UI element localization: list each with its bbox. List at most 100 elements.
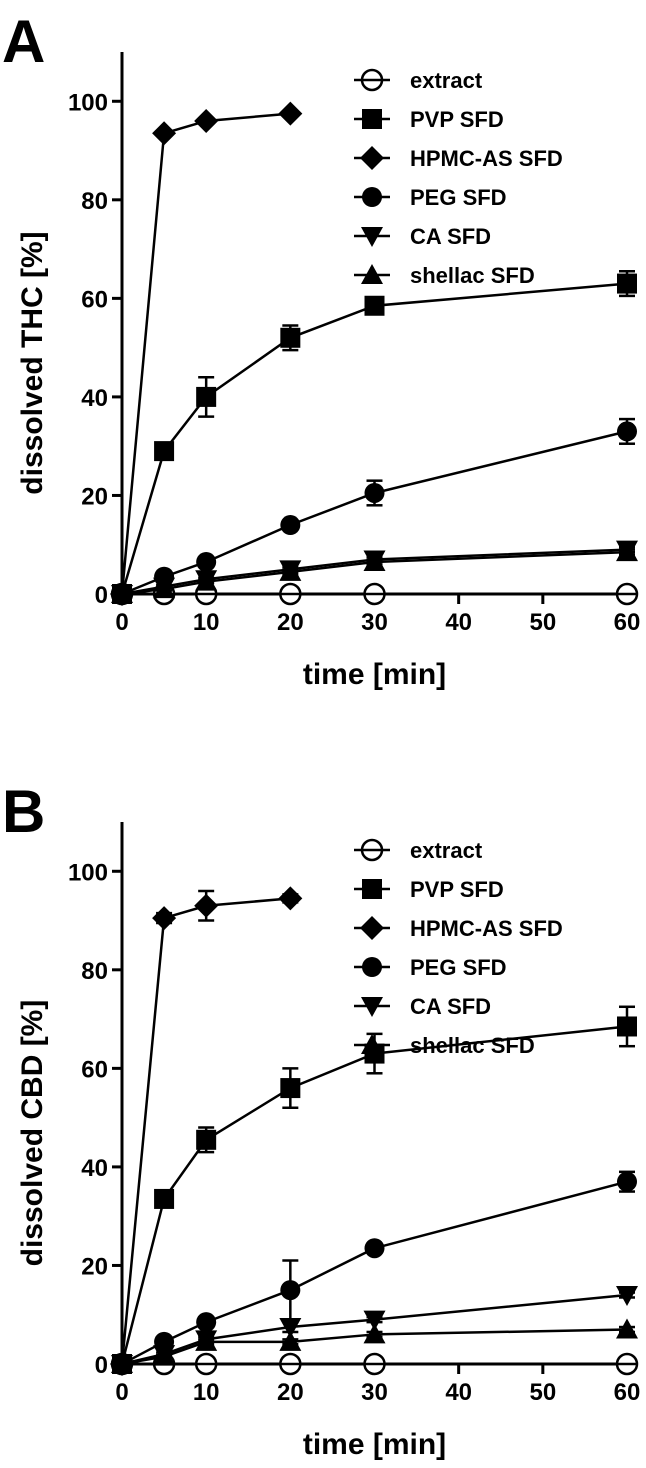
legend-marker — [361, 264, 383, 284]
legend-label: shellac SFD — [410, 1033, 535, 1058]
data-point — [152, 121, 177, 146]
legend-marker — [361, 227, 383, 247]
legend-item: extract — [354, 68, 483, 93]
y-tick-label: 100 — [68, 89, 108, 116]
data-point — [196, 551, 217, 572]
x-tick-label: 50 — [529, 1379, 556, 1406]
legend-item: PEG SFD — [354, 955, 507, 980]
data-point — [364, 295, 385, 316]
axes: 0 20 40 60 80 100 0 10 20 30 40 50 60 — [68, 52, 640, 636]
data-point — [616, 541, 638, 562]
data-point — [194, 108, 219, 133]
data-point — [616, 1286, 638, 1307]
data-point — [195, 1330, 218, 1351]
data-point — [195, 570, 218, 591]
panel-letter: A — [2, 8, 45, 75]
legend-item: extract — [354, 838, 483, 863]
data-point — [617, 273, 637, 294]
data-point — [279, 1318, 302, 1339]
y-tick-label: 20 — [81, 483, 108, 510]
data-point — [280, 515, 301, 536]
series-shellac-sfd — [111, 1318, 638, 1373]
y-tick-label: 40 — [81, 1155, 108, 1182]
x-tick-label: 10 — [193, 1379, 220, 1406]
data-point — [279, 1330, 302, 1351]
y-tick-label: 60 — [81, 286, 108, 313]
data-point — [363, 550, 386, 571]
series-line — [120, 282, 628, 595]
legend-marker — [361, 997, 383, 1017]
legend-item: shellac SFD — [354, 263, 535, 288]
legend-label: PVP SFD — [410, 107, 504, 132]
x-tick-label: 20 — [277, 609, 304, 636]
legend-label: PVP SFD — [410, 877, 504, 902]
data-point — [363, 1310, 386, 1331]
legend-marker — [362, 879, 382, 899]
legend-item: shellac SFD — [354, 1033, 535, 1058]
x-tick-label: 0 — [115, 609, 128, 636]
series-extract — [110, 1352, 639, 1376]
y-tick-label: 0 — [95, 1352, 108, 1379]
x-tick-label: 30 — [361, 609, 388, 636]
data-point — [280, 327, 301, 348]
x-axis-title: time [min] — [303, 1428, 446, 1461]
legend-item: HPMC-AS SFD — [354, 916, 563, 941]
data-point — [364, 1238, 385, 1259]
data-point — [111, 1353, 133, 1373]
series-extract — [110, 582, 639, 606]
data-point — [153, 578, 176, 599]
legend-item: HPMC-AS SFD — [354, 146, 563, 171]
data-point — [617, 1171, 637, 1192]
legend-label: extract — [410, 68, 483, 93]
x-tick-label: 50 — [529, 609, 556, 636]
legend: extract PVP SFD HPMC-AS SFD PEG SFD CA SFD sh… — [354, 68, 563, 288]
legend-item: PVP SFD — [354, 877, 504, 902]
legend-label: CA SFD — [410, 224, 491, 249]
x-tick-label: 60 — [614, 609, 641, 636]
data-point — [154, 1188, 175, 1209]
axes: 0 20 40 60 80 100 0 10 20 30 40 50 60 — [68, 822, 640, 1406]
panel-letter: B — [2, 778, 45, 845]
data-point — [194, 893, 219, 918]
series-shellac-sfd — [111, 541, 638, 603]
data-point — [111, 583, 133, 603]
chart-panel-a: A 0 20 40 60 80 100 0 10 20 30 40 50 60 time [min] diss… — [2, 8, 640, 691]
x-tick-label: 10 — [193, 609, 220, 636]
legend-label: CA SFD — [410, 994, 491, 1019]
legend-item: PEG SFD — [354, 185, 507, 210]
x-tick-label: 40 — [445, 609, 472, 636]
legend-label: HPMC-AS SFD — [410, 146, 563, 171]
data-point — [616, 1318, 638, 1339]
x-tick-label: 60 — [614, 1379, 641, 1406]
data-point — [278, 886, 303, 911]
data-point — [617, 421, 637, 442]
legend-item: CA SFD — [354, 224, 491, 249]
x-tick-label: 0 — [115, 1379, 128, 1406]
data-point — [153, 1345, 176, 1366]
y-tick-label: 80 — [81, 958, 108, 985]
x-tick-label: 20 — [277, 1379, 304, 1406]
y-axis-title: dissolved CBD [%] — [16, 1000, 49, 1267]
data-point — [280, 1078, 301, 1099]
data-point — [280, 1280, 301, 1301]
y-tick-label: 60 — [81, 1056, 108, 1083]
data-point — [279, 560, 302, 581]
x-tick-label: 30 — [361, 1379, 388, 1406]
legend-marker — [360, 916, 384, 940]
legend-label: shellac SFD — [410, 263, 535, 288]
data-point — [196, 1129, 217, 1150]
y-tick-label: 100 — [68, 859, 108, 886]
legend-label: PEG SFD — [410, 955, 507, 980]
legend-marker — [360, 146, 384, 170]
legend-item: PVP SFD — [354, 107, 504, 132]
chart-panel-b: B 0 20 40 60 80 100 0 10 20 30 40 50 60 time [min] diss… — [2, 778, 640, 1461]
legend-marker — [362, 109, 382, 129]
data-point — [154, 441, 175, 462]
x-tick-label: 40 — [445, 1379, 472, 1406]
legend-label: HPMC-AS SFD — [410, 916, 563, 941]
data-point — [152, 906, 177, 931]
legend-marker — [361, 1034, 383, 1054]
series-hpmc-as-sfd — [110, 101, 303, 606]
series-line — [120, 112, 291, 595]
